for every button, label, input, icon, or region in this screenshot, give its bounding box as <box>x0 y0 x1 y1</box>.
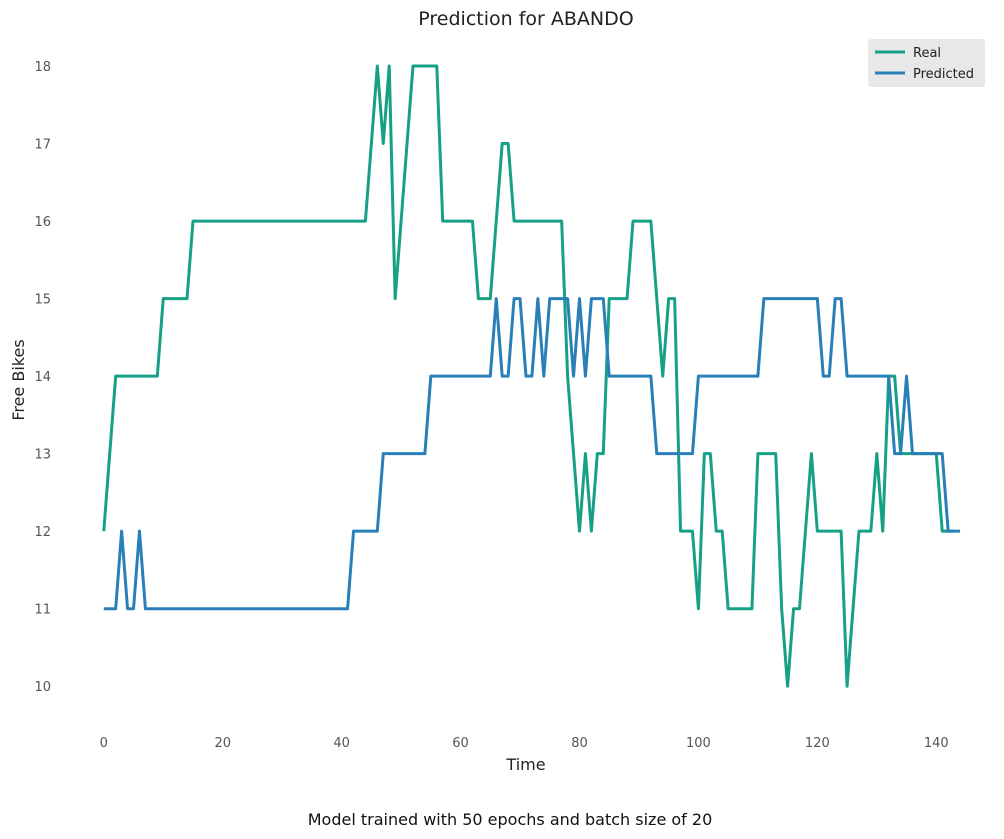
x-tick-label: 100 <box>686 736 711 751</box>
y-axis: 10 11 12 13 14 15 16 17 18 <box>34 60 51 695</box>
chart-caption: Model trained with 50 epochs and batch s… <box>308 810 713 829</box>
y-tick-label: 18 <box>34 60 51 75</box>
x-tick-label: 0 <box>100 736 108 751</box>
x-tick-label: 140 <box>924 736 949 751</box>
y-tick-label: 17 <box>34 138 51 153</box>
y-tick-label: 16 <box>34 215 51 230</box>
series-line-predicted <box>103 297 961 611</box>
y-axis-label: Free Bikes <box>9 339 28 420</box>
y-tick-label: 13 <box>34 448 51 463</box>
y-tick-label: 12 <box>34 525 51 540</box>
x-tick-label: 40 <box>333 736 350 751</box>
series-layer <box>102 64 961 688</box>
y-tick-label: 10 <box>34 680 51 695</box>
x-axis: 0 20 40 60 80 100 120 140 <box>100 736 949 751</box>
legend: Real Predicted <box>868 39 985 87</box>
chart-title: Prediction for ABANDO <box>418 8 633 30</box>
y-tick-label: 15 <box>34 293 51 308</box>
x-tick-label: 120 <box>805 736 830 751</box>
x-tick-label: 80 <box>571 736 588 751</box>
x-tick-label: 20 <box>214 736 231 751</box>
x-axis-label: Time <box>505 755 545 774</box>
legend-label-predicted: Predicted <box>913 67 974 82</box>
y-tick-label: 14 <box>34 370 51 385</box>
x-tick-label: 60 <box>452 736 469 751</box>
y-tick-label: 11 <box>34 603 51 618</box>
series-line-real <box>102 64 955 688</box>
legend-label-real: Real <box>913 46 941 61</box>
